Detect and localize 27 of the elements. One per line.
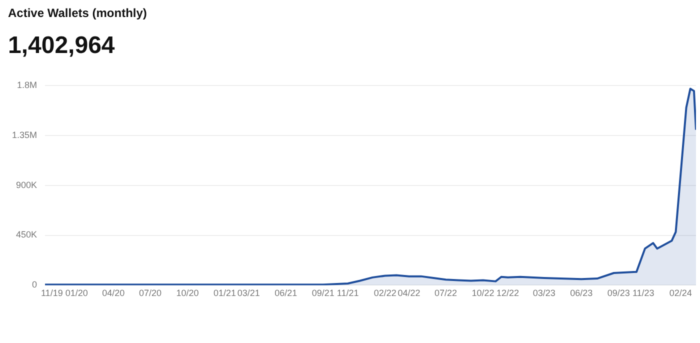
x-tick-label: 04/20 xyxy=(102,288,125,298)
chart-subtitle: 1,402,964 xyxy=(8,32,115,60)
x-tick-label: 06/23 xyxy=(570,288,593,298)
x-tick-label: 06/21 xyxy=(274,288,298,298)
x-tick-label: 02/22 xyxy=(374,288,396,298)
x-tick-label: 09/21 xyxy=(312,288,334,298)
x-tick-label: 03/23 xyxy=(532,288,556,298)
x-tick-label: 04/22 xyxy=(398,288,420,298)
x-tick-label: 09/23 xyxy=(607,288,630,298)
chart-title: Active Wallets (monthly) xyxy=(8,6,147,20)
x-tick-label: 11/23 xyxy=(632,288,654,298)
y-tick-label: 1.35M xyxy=(12,130,38,140)
x-tick-label: 11/19 xyxy=(40,288,63,298)
x-tick-label: 10/22 xyxy=(472,288,494,298)
x-tick-label: 01/21 xyxy=(214,288,236,298)
x-tick-label: 03/21 xyxy=(237,288,260,298)
y-tick-label: 450K xyxy=(16,230,38,240)
x-tick-label: 07/22 xyxy=(434,288,458,298)
y-tick-label: 1.8M xyxy=(17,80,38,90)
x-tick-label: 02/24 xyxy=(669,288,692,298)
x-tick-label: 10/20 xyxy=(176,288,199,298)
x-tick-label: 12/22 xyxy=(496,288,520,298)
y-tick-label: 900K xyxy=(16,180,38,190)
x-tick-label: 07/20 xyxy=(139,288,162,298)
x-tick-label: 01/20 xyxy=(65,288,88,298)
y-tick-label: 0 xyxy=(32,280,38,290)
x-tick-label: 11/21 xyxy=(336,288,359,298)
